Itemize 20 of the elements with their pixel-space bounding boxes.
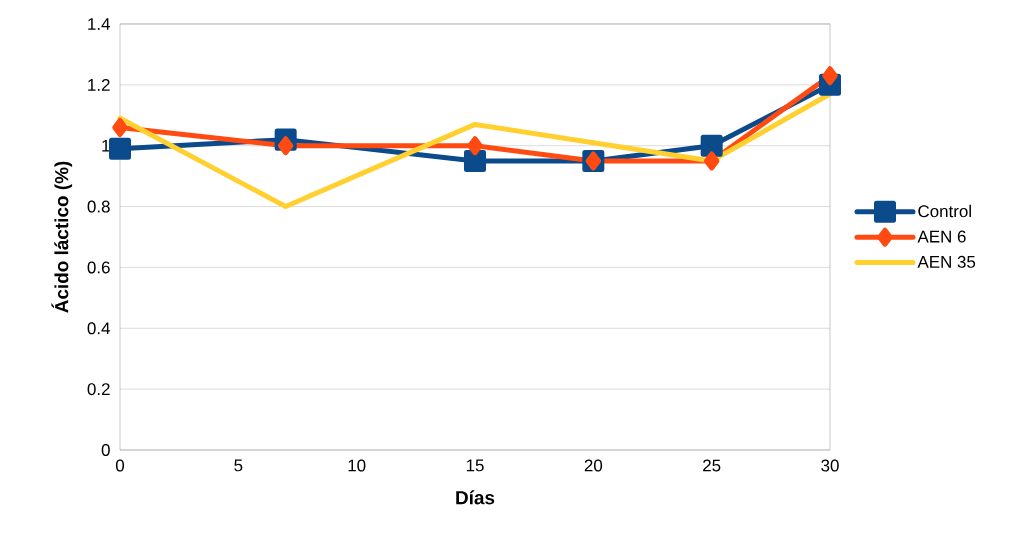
- x-tick-label: 5: [234, 459, 243, 472]
- y-tick-label: 0.8: [87, 200, 110, 213]
- x-tick-label: 25: [703, 459, 721, 472]
- y-tick-label: 1.4: [88, 18, 110, 30]
- x-tick-label: 10: [348, 459, 366, 472]
- x-tick-label: 30: [821, 459, 839, 472]
- y-tick-label: 0.6: [87, 261, 110, 274]
- y-tick-label: 0.2: [87, 383, 110, 396]
- y-tick-label: 0.4: [87, 322, 110, 335]
- legend-label: AEN 6: [917, 230, 966, 243]
- y-tick-label: 1: [102, 139, 110, 152]
- legend-label: AEN 35: [917, 255, 976, 268]
- x-tick-label: 15: [466, 459, 484, 472]
- x-axis-title: Días: [456, 490, 495, 505]
- x-tick-label: 0: [115, 459, 125, 472]
- legend-label: Control: [918, 204, 971, 218]
- y-tick-label: 1.2: [88, 78, 110, 91]
- x-tick-label: 20: [584, 459, 603, 472]
- y-axis-title: Ácido láctico (%): [51, 161, 73, 313]
- y-tick-label: 0: [101, 444, 110, 456]
